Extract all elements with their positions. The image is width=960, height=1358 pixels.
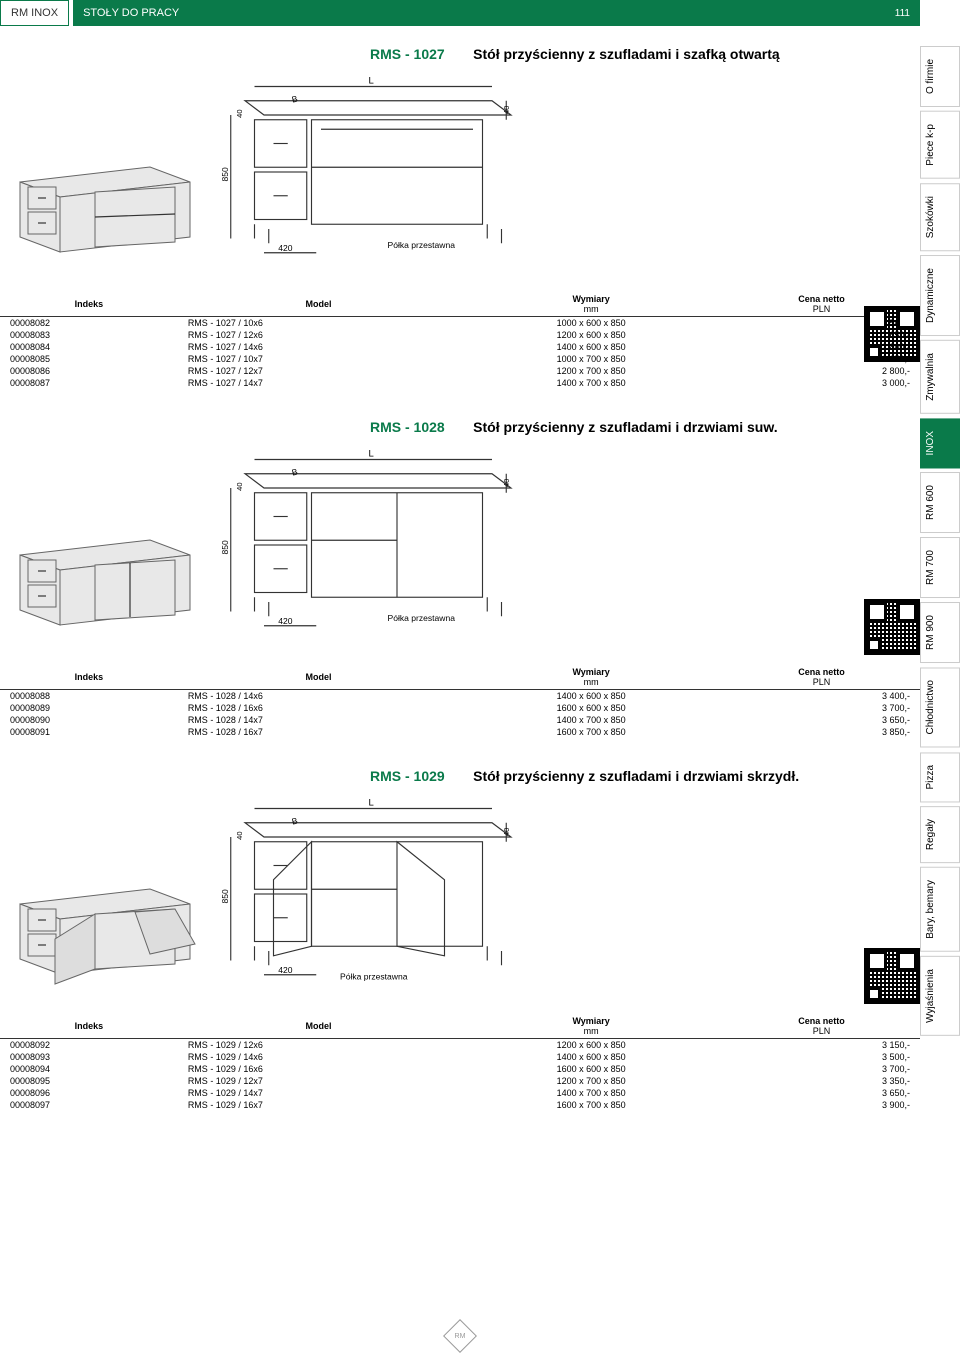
table-row: 00008096RMS - 1029 / 14x71400 x 700 x 85… — [0, 1087, 920, 1099]
table-row: 00008087RMS - 1027 / 14x71400 x 700 x 85… — [0, 377, 920, 389]
col-dims: Wymiarymm — [459, 292, 723, 317]
svg-text:40: 40 — [502, 106, 511, 114]
product-section: RMS - 1029 Stół przyścienny z szufladami… — [0, 768, 920, 1111]
table-row: 00008089RMS - 1028 / 16x61600 x 600 x 85… — [0, 702, 920, 714]
spec-table: Indeks Model Wymiarymm Cena nettoPLN 000… — [0, 665, 920, 738]
table-row: 00008093RMS - 1029 / 14x61400 x 600 x 85… — [0, 1051, 920, 1063]
side-tab[interactable]: Chłodnictwo — [920, 667, 960, 747]
side-tabs: O firmiePiece k-pSzokówkiDynamiczneZmywa… — [920, 46, 960, 1036]
product-photo — [0, 505, 200, 645]
product-section: RMS - 1028 Stół przyścienny z szufladami… — [0, 419, 920, 738]
header-category: RM INOX — [0, 0, 69, 26]
technical-drawing: L B 850 40 40 420 Półka przestawna — [150, 72, 530, 272]
svg-text:Półka przestawna: Półka przestawna — [388, 240, 456, 250]
spec-table: Indeks Model Wymiarymm Cena nettoPLN 000… — [0, 292, 920, 389]
side-tab[interactable]: Bary, bemary — [920, 867, 960, 952]
svg-text:850: 850 — [220, 540, 230, 555]
table-row: 00008095RMS - 1029 / 12x71200 x 700 x 85… — [0, 1075, 920, 1087]
table-row: 00008094RMS - 1029 / 16x61600 x 600 x 85… — [0, 1063, 920, 1075]
svg-text:850: 850 — [220, 889, 230, 904]
product-code: RMS - 1028 — [370, 419, 445, 435]
svg-text:420: 420 — [278, 965, 293, 975]
col-indeks: Indeks — [0, 665, 178, 690]
table-row: 00008090RMS - 1028 / 14x71400 x 700 x 85… — [0, 714, 920, 726]
product-code: RMS - 1027 — [370, 46, 445, 62]
qr-code — [864, 948, 920, 1004]
side-tab[interactable]: Dynamiczne — [920, 255, 960, 336]
svg-text:40: 40 — [502, 479, 511, 487]
product-section: RMS - 1027 Stół przyścienny z szufladami… — [0, 46, 920, 389]
table-row: 00008097RMS - 1029 / 16x71600 x 700 x 85… — [0, 1099, 920, 1111]
product-photo — [0, 854, 200, 994]
side-tab[interactable]: Piece k-p — [920, 111, 960, 179]
col-indeks: Indeks — [0, 1014, 178, 1039]
footer-logo: RM — [443, 1319, 477, 1353]
page-number: 111 — [895, 8, 910, 19]
table-row: 00008092RMS - 1029 / 12x61200 x 600 x 85… — [0, 1039, 920, 1052]
table-row: 00008091RMS - 1028 / 16x71600 x 700 x 85… — [0, 726, 920, 738]
table-row: 00008086RMS - 1027 / 12x71200 x 700 x 85… — [0, 365, 920, 377]
product-name: Stół przyścienny z szufladami i szafką o… — [473, 46, 780, 62]
header-title: STOŁY DO PRACY — [83, 7, 179, 19]
svg-text:850: 850 — [220, 167, 230, 182]
svg-text:Półka przestawna: Półka przestawna — [388, 613, 456, 623]
svg-text:B: B — [291, 467, 299, 478]
technical-drawing: L B 850 40 40 420 Półka prze — [150, 794, 530, 994]
side-tab[interactable]: RM 600 — [920, 472, 960, 533]
svg-text:40: 40 — [235, 831, 244, 839]
product-photo — [0, 132, 200, 272]
side-tab[interactable]: INOX — [920, 418, 960, 468]
product-name: Stół przyścienny z szufladami i drzwiami… — [473, 768, 799, 784]
col-model: Model — [178, 665, 459, 690]
svg-text:B: B — [291, 816, 299, 827]
side-tab[interactable]: O firmie — [920, 46, 960, 107]
side-tab[interactable]: Szokówki — [920, 183, 960, 251]
product-code: RMS - 1029 — [370, 768, 445, 784]
side-tab[interactable]: RM 700 — [920, 537, 960, 598]
svg-text:B: B — [291, 94, 299, 105]
svg-text:Półka przestawna: Półka przestawna — [340, 972, 408, 982]
side-tab[interactable]: Wyjaśnienia — [920, 956, 960, 1036]
col-dims: Wymiarymm — [459, 1014, 723, 1039]
side-tab[interactable]: Regały — [920, 806, 960, 863]
table-row: 00008088RMS - 1028 / 14x61400 x 600 x 85… — [0, 690, 920, 703]
side-tab[interactable]: Pizza — [920, 752, 960, 802]
svg-text:40: 40 — [502, 828, 511, 836]
svg-text:420: 420 — [278, 616, 293, 626]
col-model: Model — [178, 292, 459, 317]
table-row: 00008084RMS - 1027 / 14x61400 x 600 x 85… — [0, 341, 920, 353]
header-title-bar: STOŁY DO PRACY 111 — [73, 0, 920, 26]
product-name: Stół przyścienny z szufladami i drzwiami… — [473, 419, 777, 435]
col-model: Model — [178, 1014, 459, 1039]
col-price: Cena nettoPLN — [723, 665, 920, 690]
spec-table: Indeks Model Wymiarymm Cena nettoPLN 000… — [0, 1014, 920, 1111]
svg-text:40: 40 — [235, 482, 244, 490]
side-tab[interactable]: RM 900 — [920, 602, 960, 663]
col-price: Cena nettoPLN — [723, 1014, 920, 1039]
table-row: 00008085RMS - 1027 / 10x71000 x 700 x 85… — [0, 353, 920, 365]
svg-text:L: L — [369, 798, 374, 809]
technical-drawing: L B 850 40 40 420 Półka przestawna — [150, 445, 530, 645]
svg-text:420: 420 — [278, 243, 293, 253]
table-row: 00008083RMS - 1027 / 12x61200 x 600 x 85… — [0, 329, 920, 341]
side-tab[interactable]: Zmywalnia — [920, 340, 960, 414]
col-dims: Wymiarymm — [459, 665, 723, 690]
col-indeks: Indeks — [0, 292, 178, 317]
qr-code — [864, 599, 920, 655]
qr-code — [864, 306, 920, 362]
table-row: 00008082RMS - 1027 / 10x61000 x 600 x 85… — [0, 317, 920, 330]
page-header: RM INOX STOŁY DO PRACY 111 — [0, 0, 920, 26]
svg-text:L: L — [369, 449, 374, 460]
footer-logo-text: RM — [455, 1332, 466, 1339]
svg-text:40: 40 — [235, 109, 244, 117]
svg-text:L: L — [369, 76, 374, 87]
